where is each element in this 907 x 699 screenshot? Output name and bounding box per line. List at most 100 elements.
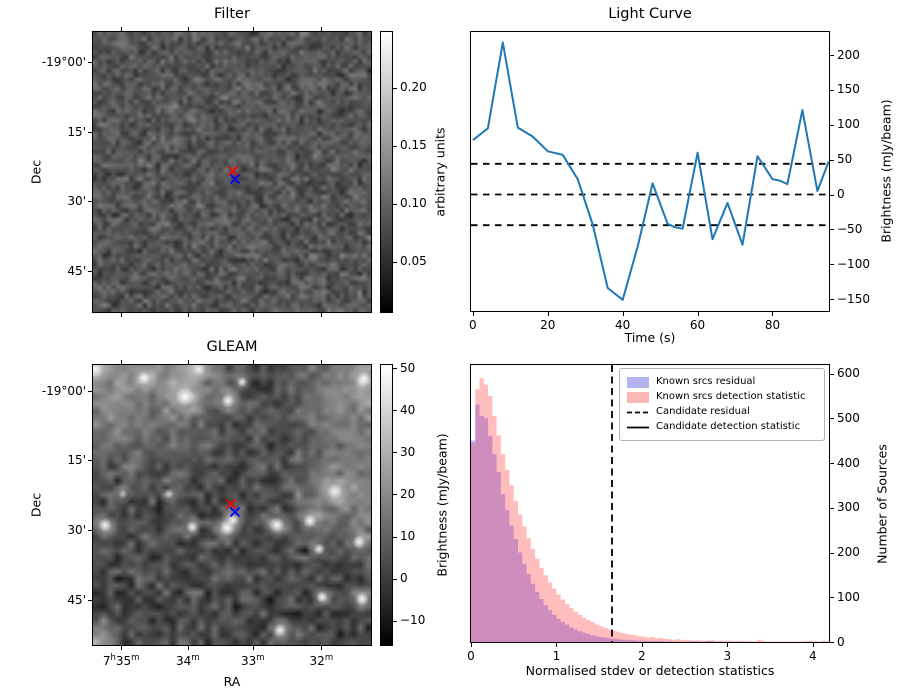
light-curve-y-tick <box>830 159 834 161</box>
gleam-colorbar-tick-label: 10 <box>400 529 416 544</box>
gleam-ra-tick-label: 34m <box>175 653 200 668</box>
gleam-dec-tick <box>88 390 92 392</box>
filter-colorbar-tick-label: 0.05 <box>400 254 427 269</box>
light-curve-x-tick-label: 40 <box>615 318 631 332</box>
histogram-y-tick <box>830 597 834 599</box>
gleam-colorbar-label: Brightness (mJy/beam) <box>434 433 450 577</box>
gleam-colorbar-tick-label: 50 <box>400 360 416 375</box>
gleam-ra-tick-label: 32m <box>309 653 334 668</box>
light-curve-y-tick <box>830 264 834 266</box>
gleam-image-axes <box>92 364 372 646</box>
light-curve-plot <box>471 41 829 301</box>
light-curve-y-tick-label: 150 <box>837 82 860 97</box>
candidate-position-red-x-marker <box>227 165 238 176</box>
gleam-colorbar-tick <box>393 368 397 370</box>
gleam-colorbar-tick-label: −10 <box>400 613 426 628</box>
gleam-colorbar-tick <box>393 410 397 412</box>
light-curve-y-tick <box>830 55 834 57</box>
light-curve-x-tick-label: 60 <box>689 318 706 332</box>
light-curve-x-tick <box>622 312 624 316</box>
gleam-colorbar-tick <box>393 620 397 622</box>
histogram-y-axis-label: Number of Sources <box>874 444 890 564</box>
light-curve-title: Light Curve <box>608 6 692 22</box>
light-curve-x-tick-label: 20 <box>540 318 556 332</box>
gleam-dec-axis-label: Dec <box>28 492 44 518</box>
light-curve-y-tick <box>830 89 834 91</box>
matched-source-blue-x-marker <box>230 174 241 185</box>
filter-ra-tick <box>321 313 323 317</box>
gleam-colorbar-tick-label: 30 <box>400 444 416 459</box>
legend-item-label: Candidate residual <box>656 406 750 417</box>
light-curve-y-tick-label: 50 <box>837 152 853 167</box>
filter-dec-tick-label: 45' <box>67 263 86 278</box>
gleam-ra-tick-top <box>321 360 323 364</box>
filter-ra-tick <box>121 313 123 317</box>
histogram-x-tick-label: 2 <box>638 649 646 663</box>
histogram-y-tick <box>830 552 834 554</box>
gleam-colorbar-tick <box>393 536 397 538</box>
filter-dec-tick <box>88 201 92 203</box>
gleam-colorbar <box>380 364 393 646</box>
light-curve-y-axis-label: Brightness (mJy/beam) <box>878 99 894 243</box>
filter-colorbar-label: arbitrary units <box>432 127 448 217</box>
patch-swatch-icon <box>627 391 649 403</box>
light-curve-y-tick <box>830 124 834 126</box>
filter-ra-tick-top <box>121 27 123 31</box>
light-curve-line <box>472 41 829 301</box>
histogram-x-tick <box>556 643 558 647</box>
histogram-series-1 <box>471 378 829 642</box>
gleam-dec-tick-label: 15' <box>67 452 86 467</box>
gleam-ra-tick-label: 7h35m <box>102 653 140 668</box>
filter-colorbar-tick-label: 0.20 <box>400 80 427 95</box>
filter-dec-tick-label: 30' <box>67 194 86 209</box>
filter-colorbar <box>380 31 393 313</box>
light-curve-x-axis-label: Time (s) <box>624 330 676 345</box>
candidate-position-red-x-marker <box>226 498 237 510</box>
light-curve-x-tick-label: 80 <box>764 318 781 332</box>
gleam-dec-tick-label: 30' <box>67 522 86 537</box>
filter-colorbar-tick-label: 0.15 <box>400 138 427 153</box>
histogram-y-tick-label: 100 <box>837 589 860 604</box>
filter-ra-tick-top <box>187 27 189 31</box>
light-curve-x-tick-label: 0 <box>469 318 477 332</box>
light-curve-y-tick-label: 100 <box>837 117 860 132</box>
histogram-x-tick-label: 0 <box>467 649 475 663</box>
gleam-dec-tick-label: -19°00' <box>41 383 86 398</box>
filter-dec-tick <box>88 131 92 133</box>
light-curve-x-tick <box>772 312 774 316</box>
histogram-x-tick <box>812 643 814 647</box>
histogram-x-tick-label: 4 <box>808 649 817 663</box>
light-curve-x-tick <box>697 312 699 316</box>
light-curve-y-tick <box>830 194 834 196</box>
legend-item: Known srcs residual <box>627 375 817 389</box>
patch-swatch-icon <box>627 376 649 388</box>
gleam-ra-tick-label: 33m <box>240 653 265 668</box>
histogram-y-tick-label: 300 <box>837 500 860 515</box>
gleam-dec-tick <box>88 529 92 531</box>
filter-colorbar-tick <box>393 145 397 147</box>
filter-dec-tick-label: 15' <box>67 124 86 139</box>
histogram-y-tick-label: 600 <box>837 366 860 380</box>
histogram-series-0 <box>471 404 829 642</box>
filter-dec-tick <box>88 61 92 63</box>
filter-ra-tick <box>252 313 254 317</box>
gleam-ra-tick <box>321 646 323 650</box>
histogram-plot <box>471 365 829 642</box>
solid-line-swatch-icon <box>627 426 649 428</box>
gleam-ra-tick-top <box>252 360 254 364</box>
histogram-x-tick <box>471 643 472 647</box>
light-curve-axes <box>470 31 830 312</box>
light-curve-y-tick-label: −100 <box>837 256 870 271</box>
gleam-dec-tick-label: 45' <box>67 592 86 607</box>
light-curve-y-tick <box>830 229 834 231</box>
gleam-colorbar-tick <box>393 578 397 580</box>
legend-item-label: Candidate detection statistic <box>656 421 801 432</box>
legend-item: Candidate detection statistic <box>627 420 817 434</box>
filter-colorbar-tick-label: 0.10 <box>400 196 427 211</box>
histogram-x-tick-label: 3 <box>723 649 732 663</box>
filter-dec-axis-label: Dec <box>28 159 44 185</box>
filter-ra-tick-top <box>321 27 323 31</box>
histogram-y-tick-label: 200 <box>837 545 860 559</box>
histogram-y-tick <box>830 373 834 375</box>
gleam-ra-tick-top <box>187 360 189 364</box>
